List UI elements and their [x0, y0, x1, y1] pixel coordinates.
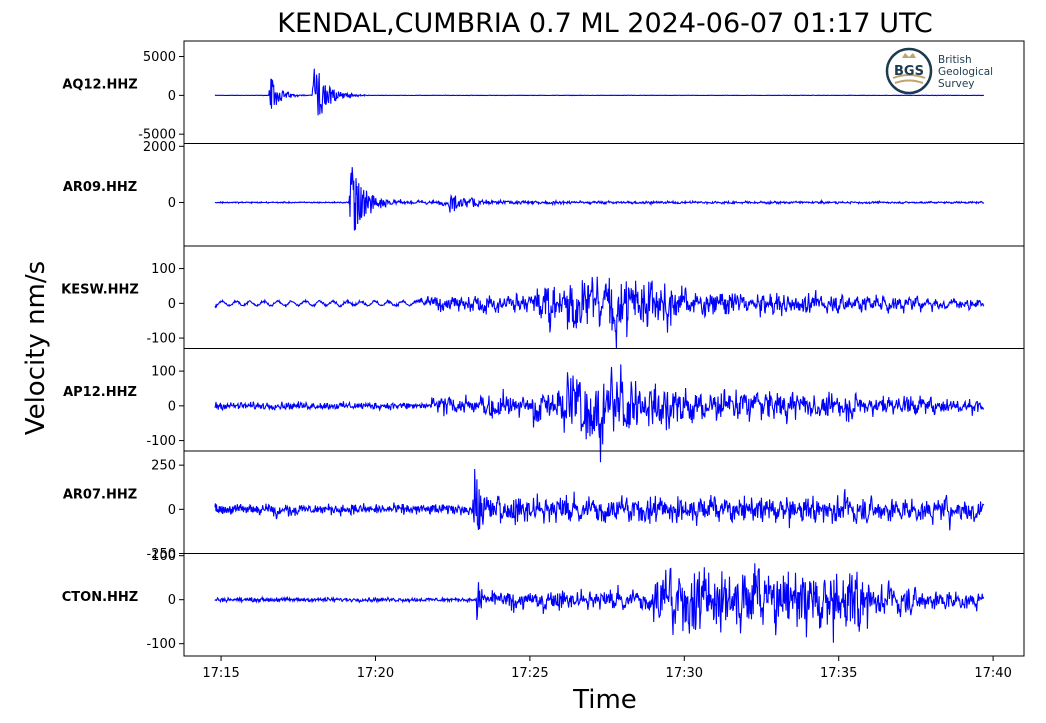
- station-label: CTON.HHZ: [62, 590, 138, 605]
- x-tick-label: 17:15: [202, 666, 239, 681]
- y-axis-label: Velocity nm/s: [21, 261, 51, 435]
- bgs-logo-mark: BGS: [894, 64, 924, 79]
- station-label: AR09.HHZ: [63, 180, 137, 195]
- trace-panel: 5000 0 -5000 AQ12.HHZ: [62, 40, 1025, 144]
- y-tick-label: -5000: [138, 128, 176, 143]
- y-tick-label: -100: [146, 434, 176, 449]
- seismic-trace: [214, 276, 985, 349]
- seismic-trace: [214, 364, 985, 463]
- y-tick-label: 0: [168, 297, 176, 312]
- y-tick-label: 0: [168, 593, 176, 608]
- station-label: AP12.HHZ: [63, 385, 137, 400]
- station-label: AQ12.HHZ: [62, 77, 137, 92]
- seismic-trace: [214, 468, 985, 531]
- y-tick-label: 100: [151, 365, 176, 380]
- y-tick-label: -250: [146, 547, 176, 562]
- trace-panel: 250 0 -250 AR07.HHZ: [63, 450, 1025, 562]
- crown-icon: [902, 53, 916, 58]
- y-tick-label: 0: [168, 399, 176, 414]
- trace-panel: 100 0 -100 CTON.HHZ: [62, 549, 1025, 657]
- trace-panel: 2000 0 AR09.HHZ: [63, 140, 1025, 247]
- trace-panel: 100 0 -100 KESW.HHZ: [61, 245, 1025, 349]
- y-tick-label: 0: [168, 503, 176, 518]
- y-tick-label: -100: [146, 637, 176, 652]
- x-axis-label: Time: [572, 685, 637, 715]
- x-axis: 17:15 17:20 17:25 17:30 17:35 17:40: [202, 656, 1012, 681]
- y-tick-label: -100: [146, 332, 176, 347]
- seismic-trace: [214, 563, 985, 643]
- x-tick-label: 17:30: [666, 666, 703, 681]
- bgs-logo-line-1: British: [938, 54, 972, 66]
- bgs-logo: BGS British Geological Survey: [885, 47, 993, 95]
- y-tick-label: 100: [151, 262, 176, 277]
- y-tick-label: 0: [168, 89, 176, 104]
- bgs-logo-line-3: Survey: [938, 78, 975, 90]
- x-tick-label: 17:40: [974, 666, 1011, 681]
- bgs-logo-strata-1: [892, 74, 926, 79]
- bgs-logo-line-2: Geological: [938, 66, 993, 78]
- chart-title: KENDAL,CUMBRIA 0.7 ML 2024-06-07 01:17 U…: [277, 8, 932, 39]
- trace-panels: 5000 0 -5000 AQ12.HHZ 2000 0 AR09.HHZ 100 0 -100 K…: [61, 40, 1025, 657]
- bgs-logo-strata-2: [894, 79, 924, 84]
- station-label: KESW.HHZ: [61, 282, 139, 297]
- seismic-trace: [214, 68, 984, 116]
- x-tick-label: 17:25: [511, 666, 548, 681]
- station-label: AR07.HHZ: [63, 487, 137, 502]
- panel-frame: [183, 143, 1025, 247]
- y-tick-label: 250: [151, 459, 176, 474]
- panel-frame: [183, 553, 1025, 657]
- y-tick-label: 100: [151, 549, 176, 564]
- x-tick-label: 17:35: [820, 666, 857, 681]
- trace-panel: 100 0 -100 AP12.HHZ: [63, 348, 1025, 463]
- y-tick-label: 5000: [143, 50, 176, 65]
- y-tick-label: 2000: [143, 140, 176, 155]
- seismic-trace: [214, 167, 985, 231]
- y-tick-label: 0: [168, 196, 176, 211]
- x-tick-label: 17:20: [357, 666, 394, 681]
- panel-frame: [183, 450, 1025, 554]
